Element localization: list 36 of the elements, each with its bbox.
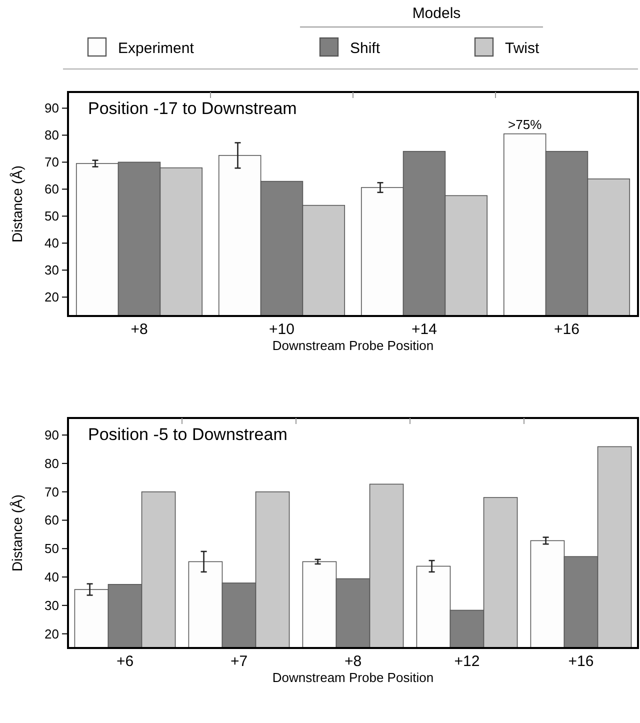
chart-title: Position -5 to Downstream (88, 425, 288, 444)
y-tick-label: 90 (44, 100, 59, 116)
x-tick-label: +8 (130, 321, 148, 338)
y-axis-title: Distance (Å) (9, 494, 25, 572)
legend-label: Shift (350, 40, 381, 57)
x-tick-label: +14 (412, 321, 437, 338)
legend-label: Twist (505, 40, 540, 57)
y-tick-label: 80 (44, 128, 59, 143)
y-tick-label: 40 (44, 570, 59, 585)
y-tick-label: 90 (44, 428, 59, 443)
y-axis-title: Distance (Å) (9, 165, 25, 243)
x-tick-label: +16 (554, 321, 580, 338)
y-tick-label: 30 (44, 262, 59, 278)
x-axis-title: Downstream Probe Position (272, 338, 434, 353)
y-tick-label: 30 (44, 598, 59, 613)
y-tick-label: 80 (44, 456, 59, 471)
annotation: >75% (508, 116, 542, 132)
y-tick-label: 70 (44, 484, 59, 500)
y-tick-label: 60 (44, 182, 59, 197)
y-tick-label: 60 (44, 512, 59, 528)
legend-label: Experiment (118, 40, 195, 57)
chart-title: Position -17 to Downstream (88, 99, 297, 118)
x-tick-label: +12 (454, 653, 480, 670)
x-axis-title: Downstream Probe Position (272, 670, 434, 685)
y-tick-label: 50 (44, 208, 59, 224)
x-tick-label: +6 (116, 653, 134, 670)
y-tick-label: 70 (44, 154, 59, 170)
y-tick-label: 20 (44, 290, 59, 305)
legend-title: Models (412, 5, 461, 22)
y-tick-label: 50 (44, 541, 59, 556)
y-tick-label: 40 (44, 236, 59, 251)
x-tick-label: +8 (344, 653, 362, 670)
x-tick-label: +16 (568, 653, 594, 670)
x-tick-label: +10 (269, 321, 294, 338)
x-tick-label: +7 (230, 653, 248, 670)
y-tick-label: 20 (44, 626, 59, 642)
